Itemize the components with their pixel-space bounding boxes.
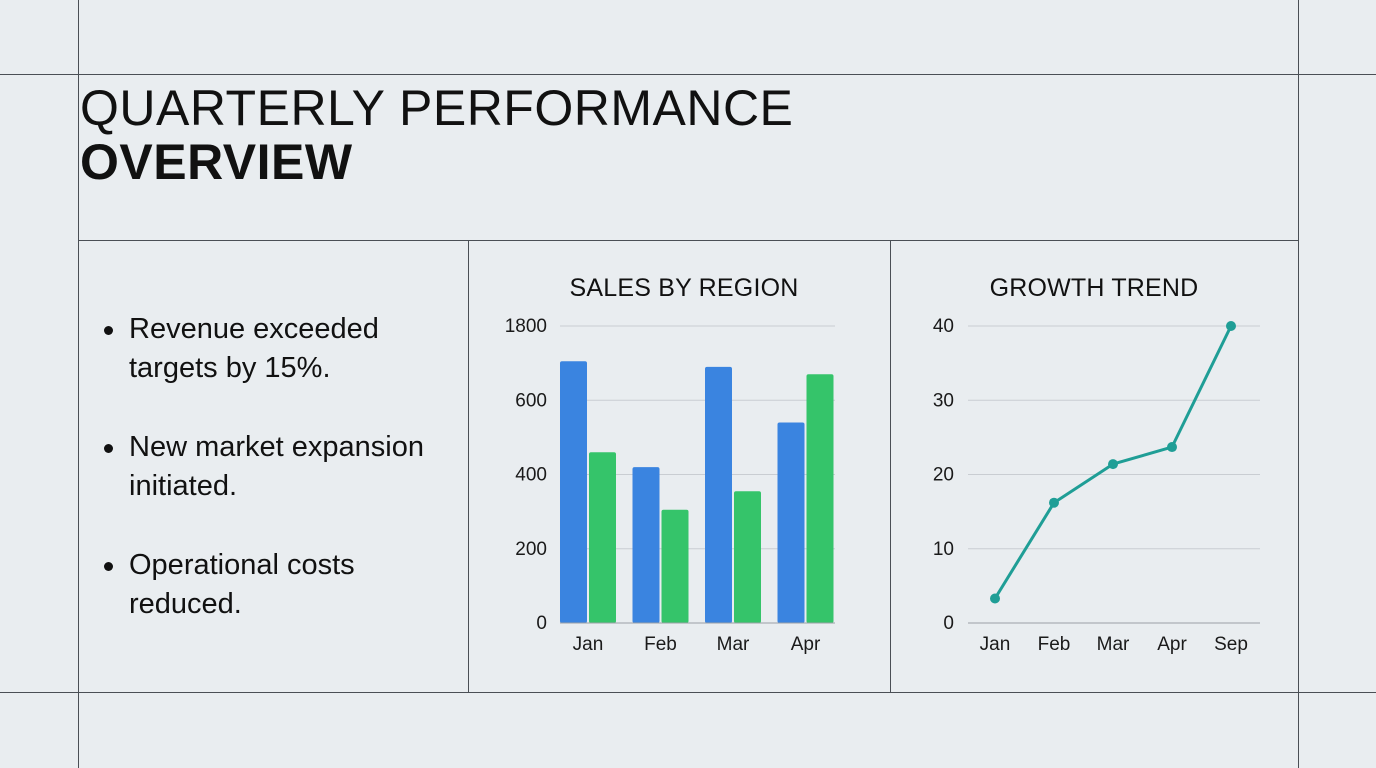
bar-feb-series-1 — [632, 467, 660, 623]
bullet-list: Revenue exceeded targets by 15%. New mar… — [100, 310, 450, 664]
divider-left-panel — [468, 240, 469, 692]
bullet-dot-icon — [104, 444, 113, 453]
x-tick-label: Feb — [1038, 634, 1071, 655]
y-tick-label: 0 — [943, 613, 954, 634]
x-tick-label: Sep — [1214, 634, 1248, 655]
x-tick-label: Mar — [717, 634, 750, 655]
bar-mar-series-2 — [734, 491, 761, 623]
bullet-text: Revenue exceeded targets by 15%. — [129, 313, 379, 384]
page-subtitle: OVERVIEW — [80, 134, 353, 190]
bar-chart: 0 200 400 600 1800 Jan Feb Mar Apr — [505, 316, 835, 655]
y-tick-label: 20 — [933, 465, 954, 486]
x-tick-label: Jan — [980, 634, 1011, 655]
bullet-text: New market expansion initiated. — [129, 431, 424, 502]
x-tick-label: Feb — [644, 634, 677, 655]
data-point-jan — [990, 593, 1000, 604]
bullet-item: Operational costs reduced. — [100, 546, 450, 624]
bar-feb-series-2 — [661, 509, 689, 623]
data-point-apr — [1167, 442, 1177, 453]
page-title: QUARTERLY PERFORMANCE — [80, 80, 794, 136]
frame-line-left — [78, 0, 79, 768]
bar-jan-series-1 — [560, 361, 587, 623]
bar-apr-series-2 — [806, 374, 834, 623]
bullet-text: Operational costs reduced. — [129, 549, 355, 620]
data-point-sep — [1226, 321, 1236, 331]
x-tick-label: Apr — [791, 634, 821, 655]
frame-line-top — [0, 74, 1376, 75]
bullet-dot-icon — [104, 326, 113, 335]
y-tick-label: 30 — [933, 390, 954, 411]
frame-line-middle — [78, 240, 1298, 241]
y-tick-label: 600 — [515, 390, 547, 411]
x-tick-label: Apr — [1157, 634, 1187, 655]
bullet-item: Revenue exceeded targets by 15%. — [100, 310, 450, 388]
frame-line-right — [1298, 0, 1299, 768]
divider-right-panel — [890, 240, 891, 692]
line-chart-title: GROWTH TREND — [989, 274, 1199, 302]
bullet-item: New market expansion initiated. — [100, 428, 450, 506]
bar-apr-series-1 — [777, 422, 805, 623]
data-point-feb — [1049, 497, 1059, 508]
y-tick-label: 400 — [515, 465, 547, 486]
line-chart: 0 10 20 30 40 Jan Feb Mar Apr Sep — [933, 316, 1260, 655]
y-tick-label: 200 — [515, 539, 547, 560]
y-tick-label: 10 — [933, 539, 954, 560]
bullet-dot-icon — [104, 562, 113, 571]
data-point-mar — [1108, 459, 1118, 470]
y-tick-label: 40 — [933, 316, 954, 337]
bar-mar-series-1 — [705, 366, 732, 623]
bar-jan-series-2 — [589, 452, 616, 623]
frame-line-bottom — [0, 692, 1376, 693]
y-tick-label: 0 — [536, 613, 547, 634]
x-tick-label: Jan — [573, 634, 604, 655]
y-tick-label: 1800 — [505, 316, 547, 337]
bar-chart-title: SALES BY REGION — [569, 274, 799, 302]
x-tick-label: Mar — [1097, 634, 1130, 655]
